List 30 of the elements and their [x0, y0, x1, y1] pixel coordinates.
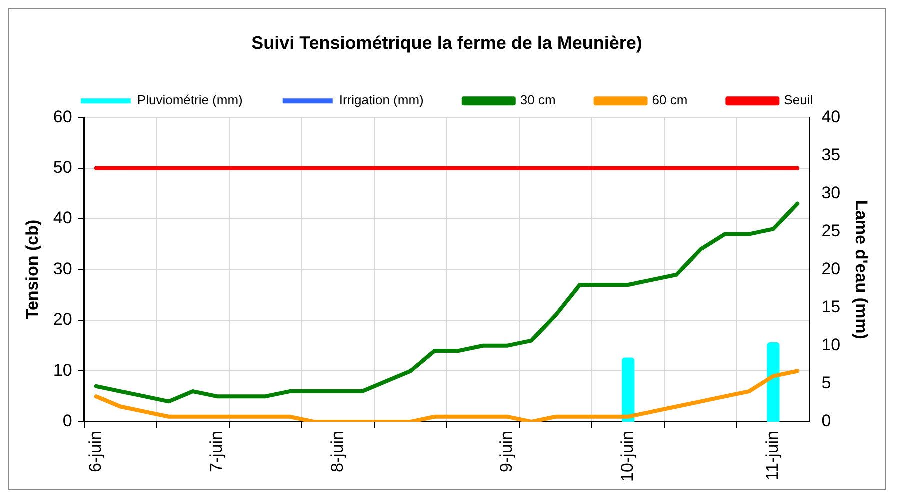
- x-tick-label: 8-juin: [328, 430, 347, 473]
- legend-label: 30 cm: [520, 92, 556, 108]
- y2-tick-label: 40: [822, 107, 841, 126]
- y-tick-label: 30: [53, 259, 72, 278]
- legend-label: 60 cm: [652, 92, 688, 108]
- y2-tick-label: 5: [822, 374, 832, 393]
- x-tick-label: 10-juin: [618, 430, 638, 482]
- y-tick-label: 20: [53, 310, 72, 330]
- y2-tick-label: 0: [822, 412, 832, 431]
- y2-tick-label: 30: [822, 183, 841, 202]
- y-tick-label: 0: [62, 412, 72, 431]
- y-axis-title: Tension (cb): [22, 220, 42, 320]
- y-tick-label: 10: [53, 360, 72, 380]
- x-tick-label: 7-juin: [206, 430, 226, 473]
- legend-label: Seuil: [784, 92, 814, 108]
- y2-tick-label: 10: [822, 336, 841, 355]
- y2-tick-label: 20: [822, 259, 841, 278]
- y2-tick-label: 15: [822, 298, 841, 317]
- x-tick-label: 6-juin: [86, 430, 106, 473]
- legend-label: Pluviométrie (mm): [137, 92, 243, 108]
- x-tick-label: 11-juin: [763, 430, 782, 481]
- y2-tick-label: 35: [822, 145, 841, 164]
- y-tick-label: 60: [53, 107, 72, 126]
- y2-axis-title: Lame d'eau (mm): [852, 200, 872, 340]
- y-tick-label: 40: [53, 208, 72, 228]
- legend-label: Irrigation (mm): [339, 92, 424, 108]
- chart-title: Suivi Tensiométrique la ferme de la Meunière): [252, 32, 642, 53]
- y2-tick-label: 25: [822, 221, 841, 240]
- y-tick-label: 50: [53, 158, 72, 178]
- x-tick-label: 9-juin: [497, 430, 516, 473]
